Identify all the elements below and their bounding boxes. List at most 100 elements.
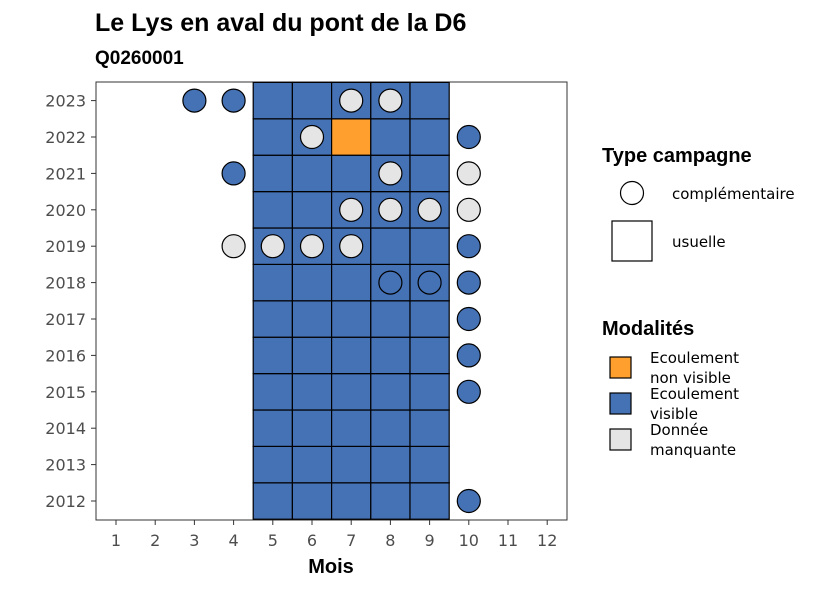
tile-2013-7 (331, 445, 372, 484)
point-2023-3 (182, 88, 207, 113)
tile-2017-8 (370, 300, 411, 338)
tile-2015-6 (291, 373, 333, 411)
tile-2013-9 (409, 445, 450, 484)
point-2016-10 (456, 343, 481, 368)
y-tick-label-2015: 2015 (45, 383, 86, 402)
y-tick-label-2020: 2020 (45, 201, 86, 220)
tile-2012-6 (291, 482, 333, 520)
tile-2015-5 (252, 373, 293, 411)
point-2018-10 (456, 270, 481, 295)
point-2019-10 (456, 234, 481, 259)
point-2020-8 (378, 197, 403, 222)
legend-usuelle-symbol (611, 220, 653, 262)
x-tick-label-1: 1 (111, 531, 121, 550)
tile-2021-7 (331, 154, 372, 193)
y-tick-label-2017: 2017 (45, 310, 86, 329)
point-2019-4 (221, 234, 246, 259)
tile-2017-6 (291, 300, 333, 338)
tile-2023-6 (291, 81, 333, 120)
y-tick-label-2016: 2016 (45, 346, 86, 365)
tile-2022-5 (252, 118, 293, 156)
tile-2016-7 (331, 336, 372, 375)
x-tick-label-11: 11 (498, 531, 518, 550)
y-axis: 2012 2013 2014 2015 2016 2017 2018 2019 2020 2021… (45, 92, 96, 511)
x-tick-label-9: 9 (425, 531, 435, 550)
tile-2020-8 (370, 191, 411, 229)
tile-2018-5 (252, 263, 293, 302)
legend-label-2-line1: Donnée (650, 421, 708, 439)
tile-2012-9 (409, 482, 450, 520)
tile-2023-9 (409, 81, 450, 120)
tile-2013-8 (370, 445, 411, 484)
tile-2019-8 (370, 227, 411, 266)
tile-2014-8 (370, 409, 411, 448)
point-2022-10 (456, 124, 481, 150)
tile-2021-9 (409, 154, 450, 193)
y-tick-label-2019: 2019 (45, 237, 86, 256)
tile-2016-8 (370, 336, 411, 375)
legend-modalites-title: Modalités (602, 318, 694, 340)
point-2017-10 (456, 306, 481, 332)
tile-2019-9 (409, 227, 450, 266)
tile-2022-9 (409, 118, 450, 156)
tile-2012-8 (370, 482, 411, 520)
y-tick-label-2013: 2013 (45, 456, 86, 475)
point-2015-10 (456, 379, 481, 404)
x-axis-title: Mois (308, 556, 354, 578)
point-2019-5 (260, 234, 285, 259)
point-2012-10 (456, 488, 481, 514)
chart-subtitle: Q0260001 (95, 48, 184, 69)
point-2020-7 (339, 197, 364, 222)
x-tick-label-7: 7 (346, 531, 356, 550)
tile-2017-9 (409, 300, 450, 338)
x-tick-label-6: 6 (307, 531, 317, 550)
point-2020-9 (417, 197, 442, 222)
x-axis: 1 2 3 4 5 6 7 8 9 10 11 12 (111, 520, 557, 550)
tile-2018-7 (331, 263, 372, 302)
point-2022-6 (299, 124, 325, 150)
tile-2022-7 (331, 118, 372, 156)
tile-2020-6 (291, 191, 333, 229)
tile-2022-8 (370, 118, 411, 156)
legend-key-0 (609, 356, 632, 379)
x-tick-label-5: 5 (268, 531, 278, 550)
tile-2013-6 (291, 445, 333, 484)
usuelle-tiles (252, 81, 450, 520)
point-2023-7 (339, 88, 364, 113)
legend-type-title: Type campagne (602, 145, 752, 167)
tile-2014-9 (409, 409, 450, 448)
y-tick-label-2012: 2012 (45, 492, 86, 511)
x-tick-label-10: 10 (459, 531, 479, 550)
point-2019-7 (339, 234, 364, 259)
tile-2021-6 (291, 154, 333, 193)
tile-2012-5 (252, 482, 293, 520)
tile-2014-7 (331, 409, 372, 448)
legend-label-0-line2: non visible (650, 369, 731, 387)
plot-panel (95, 81, 568, 521)
x-tick-label-12: 12 (537, 531, 557, 550)
y-tick-label-2014: 2014 (45, 419, 86, 438)
point-2019-6 (299, 234, 325, 259)
chart-title: Le Lys en aval du pont de la D6 (95, 9, 466, 37)
x-tick-label-2: 2 (150, 531, 160, 550)
point-2021-10 (456, 161, 481, 186)
y-tick-label-2023: 2023 (45, 92, 86, 111)
legend-label-1-line1: Ecoulement (650, 385, 739, 403)
legend-complementaire-symbol (619, 180, 645, 206)
tile-2018-6 (291, 263, 333, 302)
y-tick-label-2022: 2022 (45, 128, 86, 147)
y-tick-label-2021: 2021 (45, 164, 86, 183)
tile-2012-7 (331, 482, 372, 520)
tile-2023-5 (252, 81, 293, 120)
x-tick-label-4: 4 (229, 531, 239, 550)
legend-type-campagne: Type campagne complémentaire usuelle (602, 145, 795, 262)
tile-2016-5 (252, 336, 293, 375)
x-tick-label-8: 8 (385, 531, 395, 550)
tile-2017-7 (331, 300, 372, 338)
tile-2015-7 (331, 373, 372, 411)
legend-label-1-line2: visible (650, 405, 698, 423)
point-2023-4 (221, 88, 246, 113)
tile-2013-5 (252, 445, 293, 484)
legend-key-1 (609, 392, 632, 415)
